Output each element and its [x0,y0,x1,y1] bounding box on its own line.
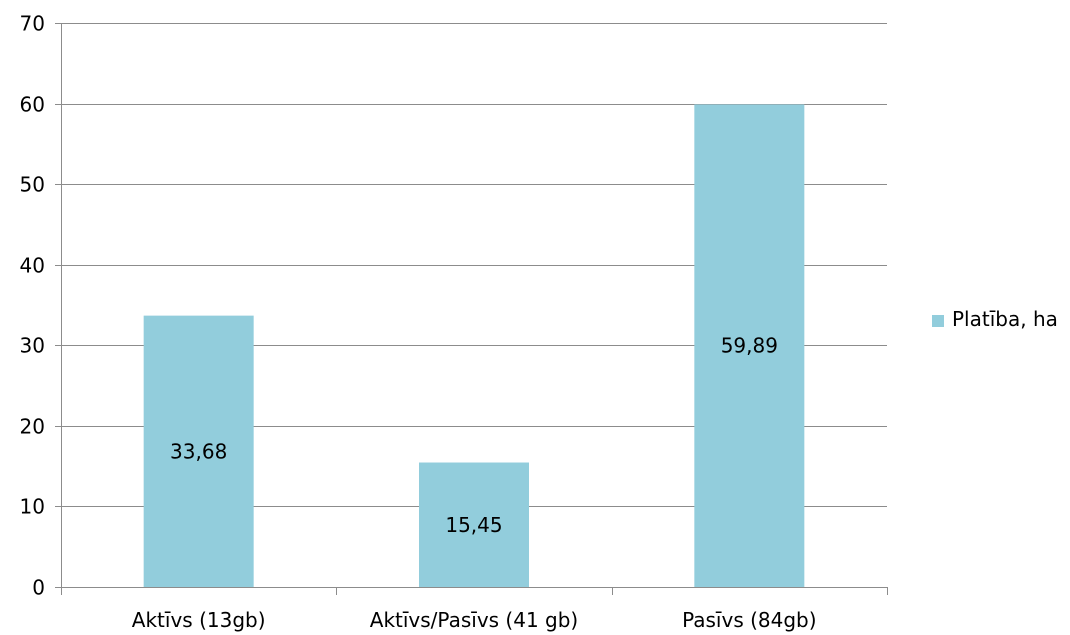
bar [143,315,254,587]
bar [694,104,805,588]
x-category-label: Pasīvs (84gb) [682,608,816,632]
y-tick-label: 20 [20,415,45,439]
data-label: 33,68 [170,439,227,463]
x-axis-category-labels: Aktīvs (13gb) Aktīvs/Pasīvs (41 gb) Pasīvs… [132,608,817,632]
data-label: 15,45 [445,513,502,537]
legend-swatch [932,315,944,327]
x-category-label: Aktīvs (13gb) [132,608,266,632]
y-tick-label: 70 [20,12,45,36]
bars [143,104,805,588]
data-label: 59,89 [721,334,778,358]
y-tick-label: 40 [20,254,45,278]
bar [419,462,529,587]
y-axis-tick-labels: 0 10 20 30 40 50 60 70 [20,12,45,600]
y-tick-label: 50 [20,173,45,197]
legend-entry-label: Platība, ha [952,307,1058,331]
y-tick-label: 30 [20,334,45,358]
data-labels: 33,68 15,45 59,89 [170,334,778,537]
y-tick-label: 60 [20,93,45,117]
axes [55,23,888,595]
y-tick-label: 10 [20,495,45,519]
y-tick-label: 0 [32,576,45,600]
legend: Platība, ha [932,307,1058,331]
x-category-label: Aktīvs/Pasīvs (41 gb) [370,608,578,632]
